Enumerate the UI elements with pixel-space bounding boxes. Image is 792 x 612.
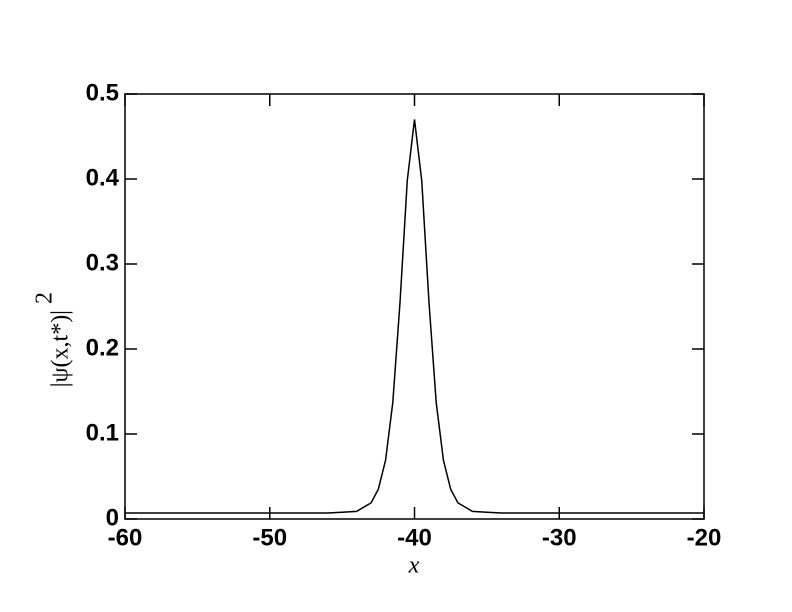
x-tick-label: -30 <box>542 524 577 551</box>
x-tick-label: -60 <box>108 524 143 551</box>
x-tick-label: -40 <box>397 524 432 551</box>
y-tick-label: 0 <box>106 504 119 531</box>
y-axis-label-group: |ψ(x,t*)| 2 <box>32 292 74 387</box>
data-line <box>125 119 704 514</box>
y-tick-label: 0.1 <box>86 419 119 446</box>
y-tick-label: 0.5 <box>86 79 119 106</box>
x-tick-label: -20 <box>687 524 722 551</box>
x-axis-label: x <box>408 553 420 579</box>
y-axis-label: |ψ(x,t*)| <box>48 310 74 387</box>
plot-frame <box>124 93 705 520</box>
y-tick-label: 0.2 <box>86 334 119 361</box>
y-tick-label: 0.3 <box>86 249 119 276</box>
y-tick-label: 0.4 <box>86 164 120 191</box>
x-tick-label: -50 <box>252 524 287 551</box>
y-axis-label-exponent: 2 <box>32 292 58 304</box>
